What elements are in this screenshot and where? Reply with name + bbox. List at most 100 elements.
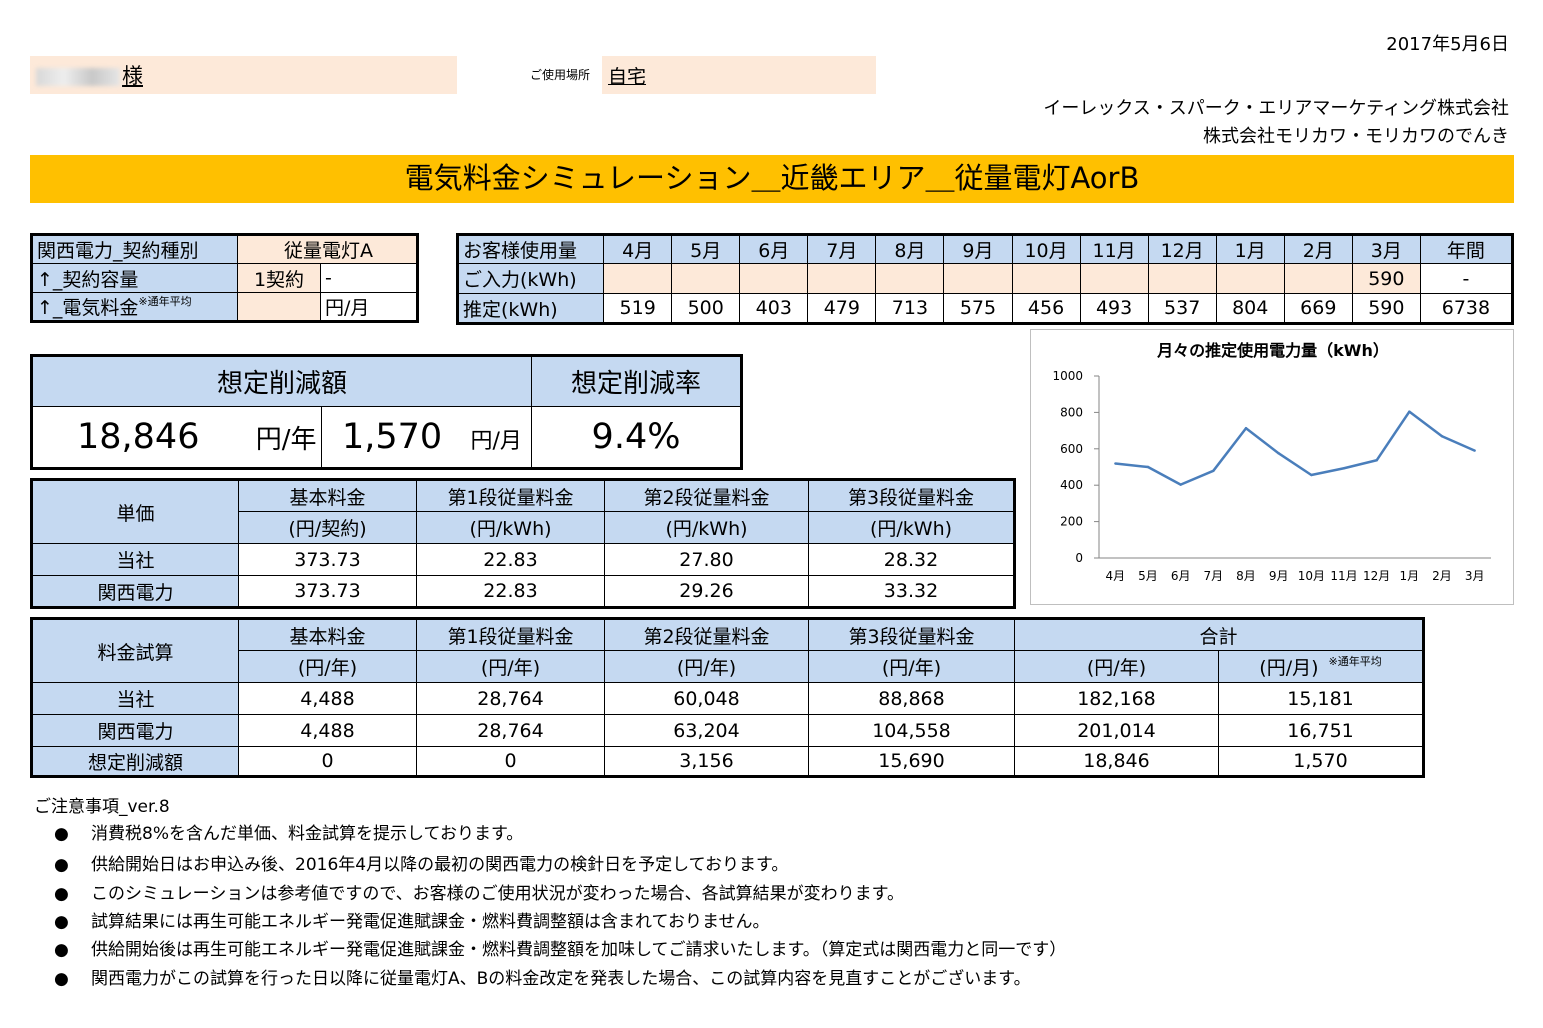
usage-table: お客様使用量 4月 5月 6月 7月 8月 9月 10月 11月 12月 1月 … [456,233,1514,325]
table-cell: 28.32 [808,543,1015,576]
unit-price-col-unit: (円/kWh) [416,511,605,544]
x-tick-label: 4月 [1106,569,1126,583]
unit-price-table: 単価 基本料金 第1段従量料金 第2段従量料金 第3段従量料金 (円/契約) (… [30,478,1016,609]
note-item: ● 関西電力がこの試算を行った日以降に従量電灯A、Bの料金改定を発表した場合、この… [54,964,1031,989]
usage-input-cell[interactable] [1147,263,1217,294]
usage-header-label: お客様使用量 [456,234,605,264]
usage-month: 7月 [807,234,877,264]
fee-calc-total-label: 合計 [1013,618,1425,651]
unit-price-col-name: 第3段従量料金 [808,479,1015,512]
y-tick-label: 800 [1060,405,1083,419]
usage-month: 12月 [1147,234,1217,264]
usage-place-box: 自宅 [602,56,876,94]
savings-month-cell: 1,570 円/月 [320,406,533,469]
table-cell: 104,558 [808,714,1015,747]
usage-chart: 月々の推定使用電力量（kWh） 0 200 400 600 800 1000 4月 5月 6月 7… [1030,329,1514,605]
savings-month-value: 1,570 [342,417,443,457]
usage-input-cell[interactable] [739,263,809,294]
data-point [1114,462,1117,465]
usage-input-cell[interactable]: 590 [1351,263,1421,294]
y-tick-label: 400 [1060,478,1083,492]
table-cell: 33.32 [808,575,1015,608]
note-text: このシミュレーションは参考値ですので、お客様のご使用状況が変わった場合、各試算結… [91,884,904,904]
savings-year-value: 18,846 [77,417,200,457]
table-cell: 0 [416,746,605,777]
row-label: 関西電力 [31,714,239,747]
data-point [1146,465,1150,469]
y-tick-label: 0 [1075,551,1083,565]
table-cell: 16,751 [1217,714,1425,747]
table-cell: 22.83 [416,575,605,608]
usage-estimate-cell: 804 [1215,293,1285,324]
x-tick-label: 2月 [1432,569,1452,583]
table-cell: 63,204 [604,714,809,747]
table-row: 当社 4,488 28,764 60,048 88,868 182,168 15… [31,682,1425,715]
usage-input-cell[interactable] [1079,263,1149,294]
usage-month: 1月 [1215,234,1285,264]
usage-month: 9月 [943,234,1013,264]
fee-calc-header: 料金試算 [31,618,239,683]
x-tick-label: 9月 [1269,569,1289,583]
x-tick-label: 6月 [1171,569,1191,583]
unit-price-col-unit: (円/kWh) [604,511,809,544]
row-label: 想定削減額 [31,746,239,777]
x-tick-label: 5月 [1138,569,1158,583]
usage-estimate-cell: 456 [1011,293,1081,324]
bullet-icon: ● [54,824,69,844]
usage-input-cell[interactable] [1215,263,1285,294]
fee-calc-total-month-unit-cell: (円/月) ※通年平均 [1217,650,1425,683]
data-point [1375,459,1378,462]
bullet-icon: ● [54,912,69,932]
usage-estimate-cell: 403 [739,293,809,324]
savings-amount-label: 想定削減額 [30,355,533,407]
fee-calc-total-year-unit: (円/年) [1014,650,1219,683]
fee-calc-col-name: 基本料金 [238,618,417,651]
table-cell: 88,868 [808,682,1015,715]
usage-input-cell[interactable] [603,263,673,294]
annual-average-note: ※通年平均 [1328,655,1382,668]
usage-input-annual: - [1419,263,1514,294]
usage-input-cell[interactable] [875,263,945,294]
usage-place-value: 自宅 [608,66,647,88]
savings-year-cell: 18,846 円/年 [31,406,322,469]
fee-calc-table: 料金試算 基本料金 第1段従量料金 第2段従量料金 第3段従量料金 合計 (円/… [30,617,1426,778]
table-cell: 1,570 [1217,746,1425,777]
table-cell: 201,014 [1014,714,1219,747]
contract-capacity-value: 1契約 [237,263,321,293]
row-label: 当社 [31,682,239,715]
table-cell: 373.73 [238,575,417,608]
usage-month: 4月 [603,234,673,264]
usage-input-cell[interactable] [943,263,1013,294]
usage-input-cell[interactable] [1283,263,1353,294]
table-row: 関西電力 4,488 28,764 63,204 104,558 201,014… [31,714,1425,747]
table-cell: 0 [238,746,417,777]
usage-estimate-cell: 575 [943,293,1013,324]
usage-input-cell[interactable] [671,263,741,294]
usage-month: 8月 [875,234,945,264]
table-cell: 15,690 [808,746,1015,777]
data-point [1342,467,1346,470]
table-row: 当社 373.73 22.83 27.80 28.32 [31,543,1015,576]
series-line [1115,410,1476,486]
fee-calc-col-name: 第3段従量料金 [808,618,1015,651]
contract-fee-unit: 円/月 [320,292,418,322]
unit-price-col-unit: (円/kWh) [808,511,1015,544]
fee-calc-col-name: 第1段従量料金 [416,618,605,651]
unit-price-header: 単価 [31,479,239,544]
table-cell: 4,488 [238,714,417,747]
usage-estimate-cell: 669 [1283,293,1353,324]
bullet-icon: ● [54,884,69,904]
table-cell: 182,168 [1014,682,1219,715]
usage-input-cell[interactable] [807,263,877,294]
x-tick-label: 1月 [1400,569,1420,583]
table-cell: 60,048 [604,682,809,715]
usage-month: 5月 [671,234,741,264]
table-cell: 22.83 [416,543,605,576]
note-item: ● 供給開始後は再生可能エネルギー発電促進賦課金・燃料費調整額を加味してご請求いた… [54,935,1066,960]
usage-input-cell[interactable] [1011,263,1081,294]
note-item: ● 試算結果には再生可能エネルギー発電促進賦課金・燃料費調整額は含まれておりません… [54,907,769,932]
blurred-customer-name [36,68,120,86]
usage-input-label: ご入力(kWh) [456,263,605,294]
data-point [1212,469,1215,473]
table-cell: 29.26 [604,575,809,608]
